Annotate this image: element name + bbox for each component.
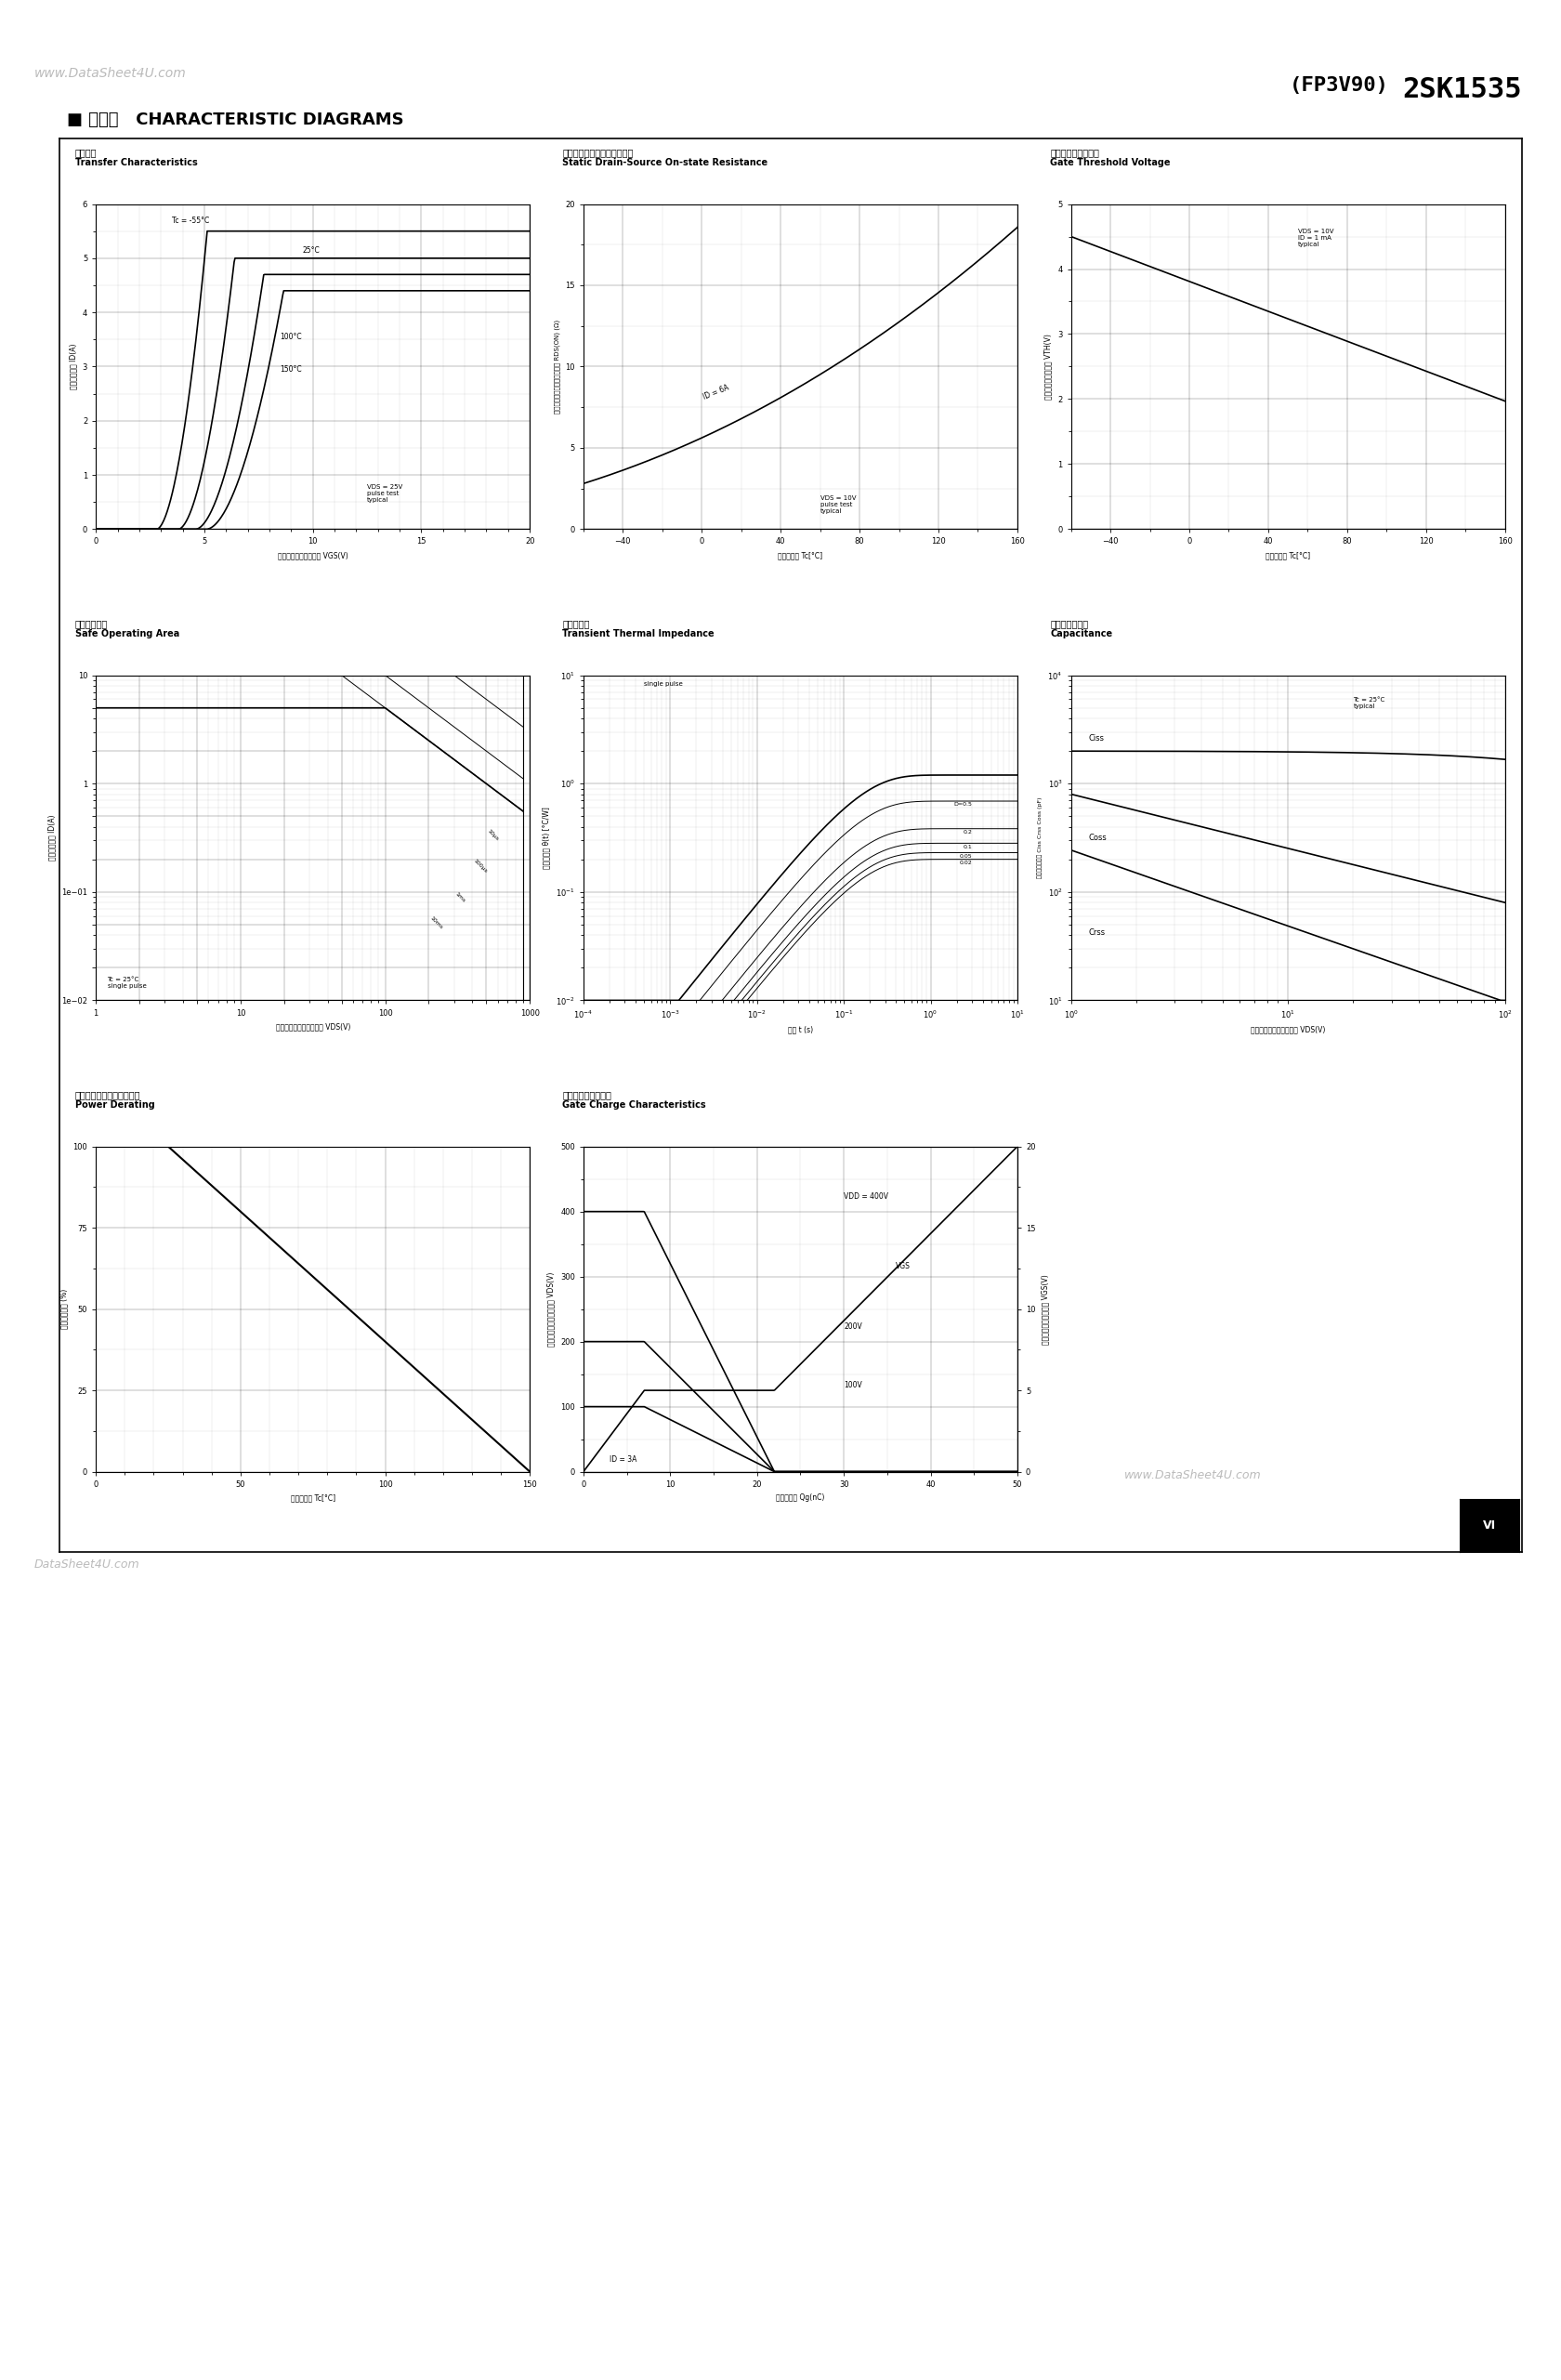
Text: 10ms: 10ms [429, 916, 443, 931]
Text: 2SK1535: 2SK1535 [1402, 76, 1522, 102]
Y-axis label: ゲート・ソース間電圧 VGS(V): ゲート・ソース間電圧 VGS(V) [1041, 1273, 1049, 1345]
Text: ■ 特性図   CHARACTERISTIC DIAGRAMS: ■ 特性図 CHARACTERISTIC DIAGRAMS [67, 112, 404, 129]
Text: Ciss: Ciss [1088, 733, 1104, 743]
Text: 200V: 200V [845, 1321, 862, 1330]
Y-axis label: ドレイン電流 ID(A): ドレイン電流 ID(A) [69, 343, 78, 390]
Text: VDS = 10V
ID = 1 mA
typical: VDS = 10V ID = 1 mA typical [1297, 228, 1333, 248]
Text: 150°C: 150°C [281, 367, 303, 374]
Text: (FP3V90): (FP3V90) [1289, 76, 1389, 95]
Text: ID = 3A: ID = 3A [609, 1457, 637, 1464]
Text: 100μs: 100μs [473, 859, 489, 873]
Text: キャパシタンス
Capacitance: キャパシタンス Capacitance [1051, 619, 1113, 638]
X-axis label: ドレイン・ソース間電圧 VDS(V): ドレイン・ソース間電圧 VDS(V) [1250, 1026, 1325, 1033]
Text: VDS = 25V
pulse test
typical: VDS = 25V pulse test typical [367, 486, 403, 502]
X-axis label: ゲート・ソース間電圧 VGS(V): ゲート・ソース間電圧 VGS(V) [278, 552, 348, 559]
Y-axis label: ゲートしきい値電圧 VTH(V): ゲートしきい値電圧 VTH(V) [1044, 333, 1052, 400]
Y-axis label: キャパシタンス Ciss Crss Coss (pF): キャパシタンス Ciss Crss Coss (pF) [1037, 797, 1043, 878]
Text: 全損失減少率ーケース温度
Power Derating: 全損失減少率ーケース温度 Power Derating [75, 1090, 155, 1109]
Text: Tc = -55°C: Tc = -55°C [172, 217, 209, 224]
Text: VI: VI [1483, 1518, 1495, 1533]
Text: Tc = 25°C
single pulse: Tc = 25°C single pulse [108, 976, 147, 990]
Text: Coss: Coss [1088, 833, 1107, 843]
Text: DataSheet4U.com: DataSheet4U.com [34, 1559, 140, 1571]
Text: 0.02: 0.02 [958, 862, 973, 866]
Text: www.DataSheet4U.com: www.DataSheet4U.com [1124, 1468, 1261, 1483]
Text: ゲートしきい値電圧
Gate Threshold Voltage: ゲートしきい値電圧 Gate Threshold Voltage [1051, 148, 1171, 167]
X-axis label: ケース温度 Tc[°C]: ケース温度 Tc[°C] [1266, 552, 1310, 559]
X-axis label: ケース温度 Tc[°C]: ケース温度 Tc[°C] [290, 1495, 336, 1502]
X-axis label: ゲート電荷 Qg(nC): ゲート電荷 Qg(nC) [776, 1495, 824, 1502]
Text: 100°C: 100°C [281, 333, 303, 340]
Text: 過渡熱抗抗
Transient Thermal Impedance: 過渡熱抗抗 Transient Thermal Impedance [562, 619, 715, 638]
Text: VGS: VGS [896, 1261, 910, 1271]
Text: VDD = 400V: VDD = 400V [845, 1192, 888, 1200]
Y-axis label: ドレイン・ソース間オン抗抗 RDS(ON) (Ω): ドレイン・ソース間オン抗抗 RDS(ON) (Ω) [554, 319, 560, 414]
Text: 0.2: 0.2 [963, 831, 973, 835]
Text: ゲートチャージ特性
Gate Charge Characteristics: ゲートチャージ特性 Gate Charge Characteristics [562, 1090, 706, 1109]
Text: ID = 6A: ID = 6A [702, 383, 731, 400]
Text: 0.05: 0.05 [960, 854, 973, 859]
Text: 1ms: 1ms [454, 892, 467, 904]
Text: ドレイン・ソース間オン抗抗
Static Drain-Source On-state Resistance: ドレイン・ソース間オン抗抗 Static Drain-Source On-sta… [562, 148, 768, 167]
Text: single pulse: single pulse [645, 681, 682, 688]
Text: 100V: 100V [845, 1380, 862, 1390]
Text: 10μs: 10μs [487, 828, 500, 840]
X-axis label: ケース温度 Tc[°C]: ケース温度 Tc[°C] [777, 552, 823, 559]
Text: 安全動作領域
Safe Operating Area: 安全動作領域 Safe Operating Area [75, 619, 180, 638]
Text: D=0.5: D=0.5 [954, 802, 973, 807]
Text: Crss: Crss [1088, 928, 1105, 938]
Y-axis label: 過渡熱抗抗 θ(t) [°C/W]: 過渡熱抗抗 θ(t) [°C/W] [542, 807, 551, 869]
Text: Tc = 25°C
typical: Tc = 25°C typical [1353, 697, 1385, 709]
Text: 0.1: 0.1 [963, 845, 973, 850]
Y-axis label: ドレイン電流 ID(A): ドレイン電流 ID(A) [48, 814, 56, 862]
Y-axis label: ドレイン・ソース間電圧 VDS(V): ドレイン・ソース間電圧 VDS(V) [546, 1271, 556, 1347]
Text: VDS = 10V
pulse test
typical: VDS = 10V pulse test typical [820, 495, 855, 514]
Text: 伝達特性
Transfer Characteristics: 伝達特性 Transfer Characteristics [75, 148, 197, 167]
X-axis label: ドレイン・ソース間電圧 VDS(V): ドレイン・ソース間電圧 VDS(V) [275, 1023, 350, 1031]
Text: 25°C: 25°C [301, 245, 320, 255]
Text: www.DataSheet4U.com: www.DataSheet4U.com [34, 67, 186, 79]
X-axis label: 時間 t (s): 時間 t (s) [788, 1026, 813, 1033]
Y-axis label: 全損失減少率 (%): 全損失減少率 (%) [59, 1290, 67, 1328]
